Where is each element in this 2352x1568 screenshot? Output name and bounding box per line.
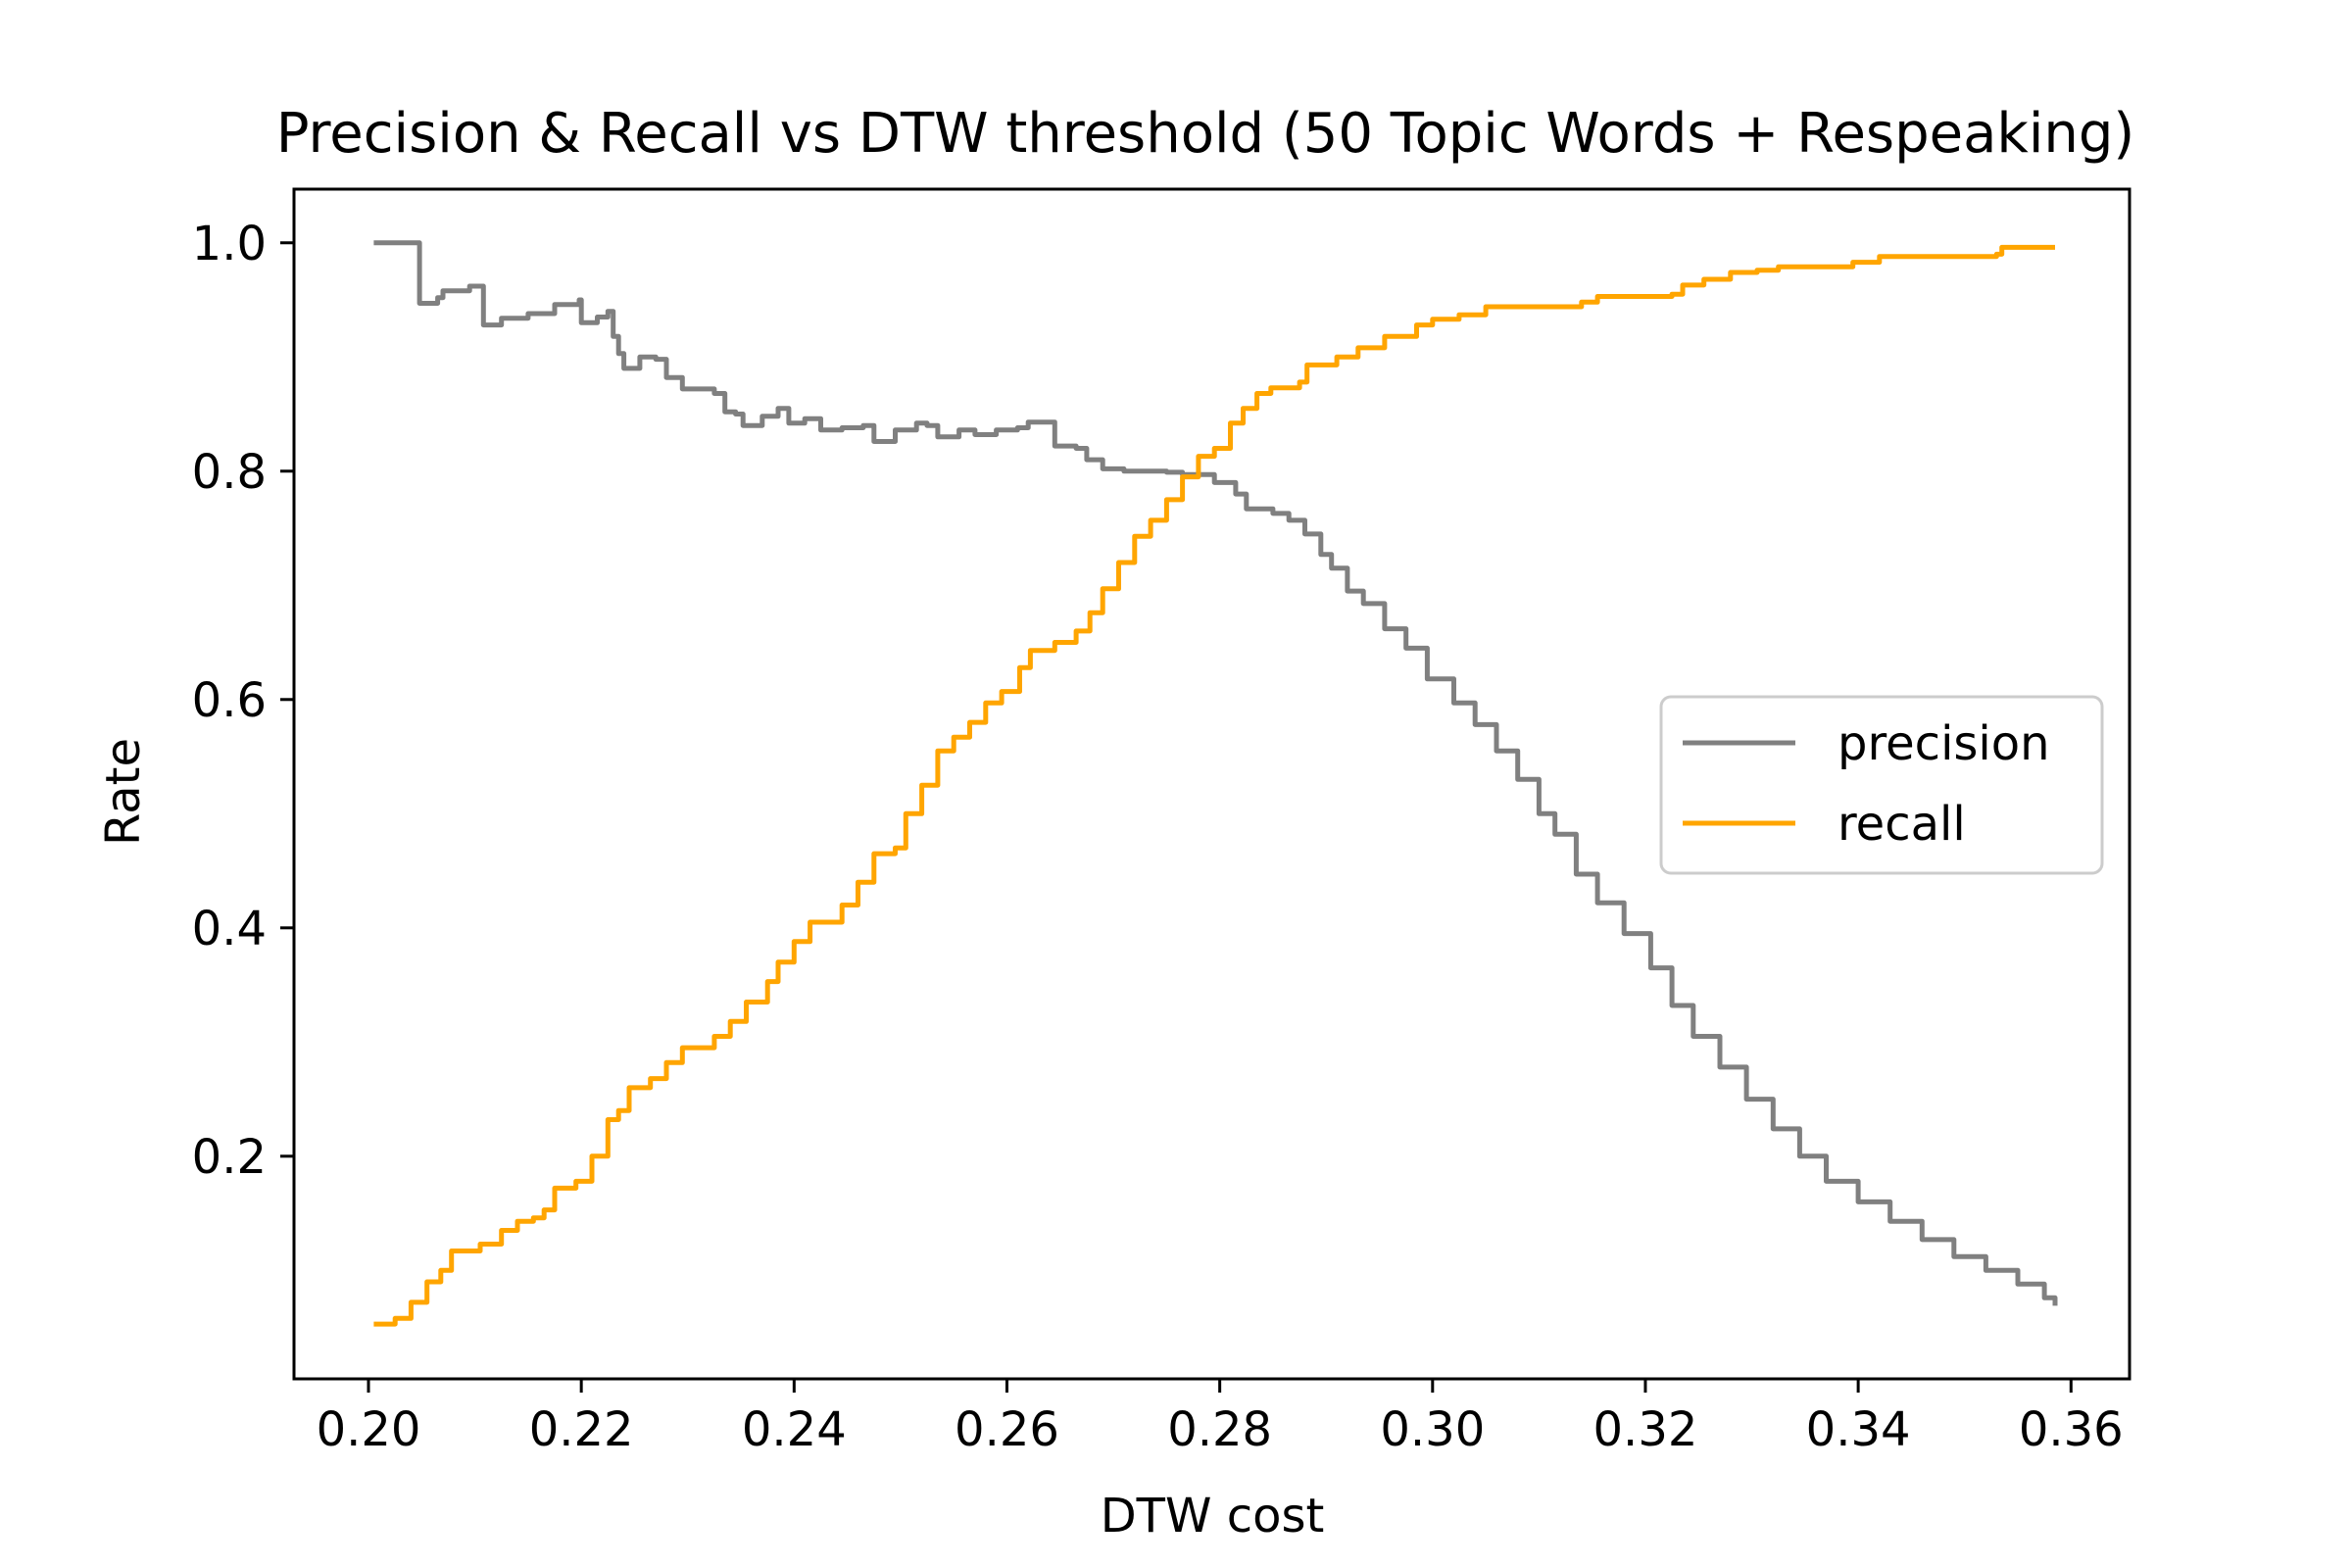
x-tick-label: 0.34 — [1806, 1402, 1911, 1457]
legend-label-recall: recall — [1838, 797, 1966, 852]
y-tick-label: 1.0 — [192, 217, 267, 271]
y-tick-label: 0.2 — [192, 1130, 267, 1185]
y-tick-label: 0.8 — [192, 445, 267, 500]
series-line-recall — [373, 244, 2055, 1327]
x-axis-label: DTW cost — [1101, 1489, 1325, 1544]
x-tick-label: 0.32 — [1593, 1402, 1698, 1457]
x-axis-ticks: 0.20 0.22 0.24 0.26 0.28 0.30 0.32 0.34 0.36 — [317, 1379, 2124, 1457]
chart-title: Precision & Recall vs DTW threshold (50 … — [276, 102, 2135, 166]
x-tick-label: 0.28 — [1167, 1402, 1272, 1457]
y-axis-label: Rate — [96, 738, 151, 846]
y-axis-ticks: 0.2 0.4 0.6 0.8 1.0 — [192, 217, 294, 1185]
series-lines — [373, 240, 2058, 1327]
plot-frame — [292, 187, 2132, 1381]
x-tick-label: 0.30 — [1380, 1402, 1485, 1457]
x-tick-label: 0.36 — [2019, 1402, 2124, 1457]
legend-label-precision: precision — [1838, 716, 2050, 771]
y-tick-label: 0.6 — [192, 673, 267, 728]
x-tick-label: 0.24 — [742, 1402, 847, 1457]
x-tick-label: 0.20 — [317, 1402, 421, 1457]
legend: precision recall — [1659, 695, 2104, 875]
y-tick-label: 0.4 — [192, 902, 267, 956]
x-tick-label: 0.26 — [955, 1402, 1059, 1457]
series-line-precision — [373, 240, 2058, 1306]
x-tick-label: 0.22 — [529, 1402, 634, 1457]
